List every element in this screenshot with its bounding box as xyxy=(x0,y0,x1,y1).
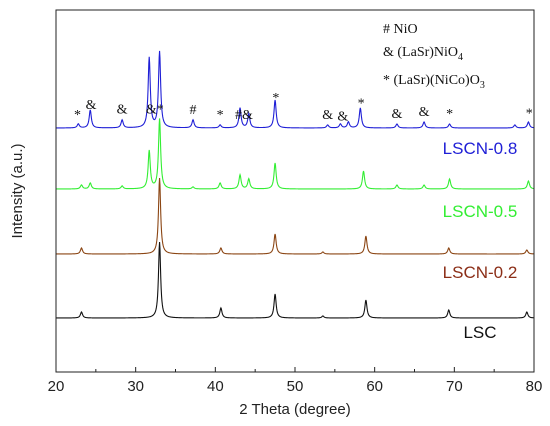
x-tick-label: 30 xyxy=(127,378,144,395)
x-tick-label: 40 xyxy=(207,378,224,395)
series-line-lscn-0-8 xyxy=(56,50,535,129)
peak-marker: * xyxy=(272,91,279,106)
peak-marker: & xyxy=(419,105,430,120)
series-label-lsc: LSC xyxy=(463,323,496,342)
peak-marker: & xyxy=(117,103,128,118)
peak-marker: * xyxy=(358,97,365,112)
peak-marker: * xyxy=(217,108,224,123)
series-label-lscn-0-8: LSCN-0.8 xyxy=(443,139,518,158)
peak-marker: & xyxy=(392,107,403,122)
legend-entry: * (LaSr)(NiCo)O3 xyxy=(383,73,485,91)
peak-marker: & xyxy=(86,98,97,113)
series-line-lscn-0-5 xyxy=(56,118,535,190)
peak-annotation-layer: *& & &* # * #&*& &*& & * * xyxy=(74,91,533,125)
series-label-lscn-0-5: LSCN-0.5 xyxy=(443,202,518,221)
peak-marker: * xyxy=(446,107,453,122)
x-tick-label: 70 xyxy=(446,378,463,395)
legend-entry: # NiO xyxy=(383,22,418,37)
series-line-lsc xyxy=(56,241,535,319)
x-tick-label: 50 xyxy=(287,378,304,395)
x-tick-layer: 20 30 40 50 60 70 80 xyxy=(48,367,543,395)
x-axis-label: 2 Theta (degree) xyxy=(239,401,350,418)
peak-marker: & xyxy=(337,110,348,125)
series-label-lscn-0-2: LSCN-0.2 xyxy=(443,263,518,282)
y-axis-label: Intensity (a.u.) xyxy=(9,143,26,238)
x-tick-label: 20 xyxy=(48,378,65,395)
series-line-lscn-0-2 xyxy=(56,177,535,255)
x-tick-label: 80 xyxy=(526,378,543,395)
peak-marker: * xyxy=(74,108,81,123)
peak-marker: # xyxy=(190,103,197,118)
x-tick-label: 60 xyxy=(366,378,383,395)
peak-marker: &* xyxy=(146,102,164,117)
peak-marker: & xyxy=(322,108,333,123)
series-layer xyxy=(56,50,535,319)
series-label-layer: LSCN-0.8 LSCN-0.5 LSCN-0.2 LSC xyxy=(443,139,518,342)
peak-marker: * xyxy=(526,107,533,122)
legend: # NiO & (LaSr)NiO4 * (LaSr)(NiCo)O3 xyxy=(383,22,485,91)
peak-marker: #& xyxy=(235,108,253,123)
legend-entry: & (LaSr)NiO4 xyxy=(383,45,463,63)
